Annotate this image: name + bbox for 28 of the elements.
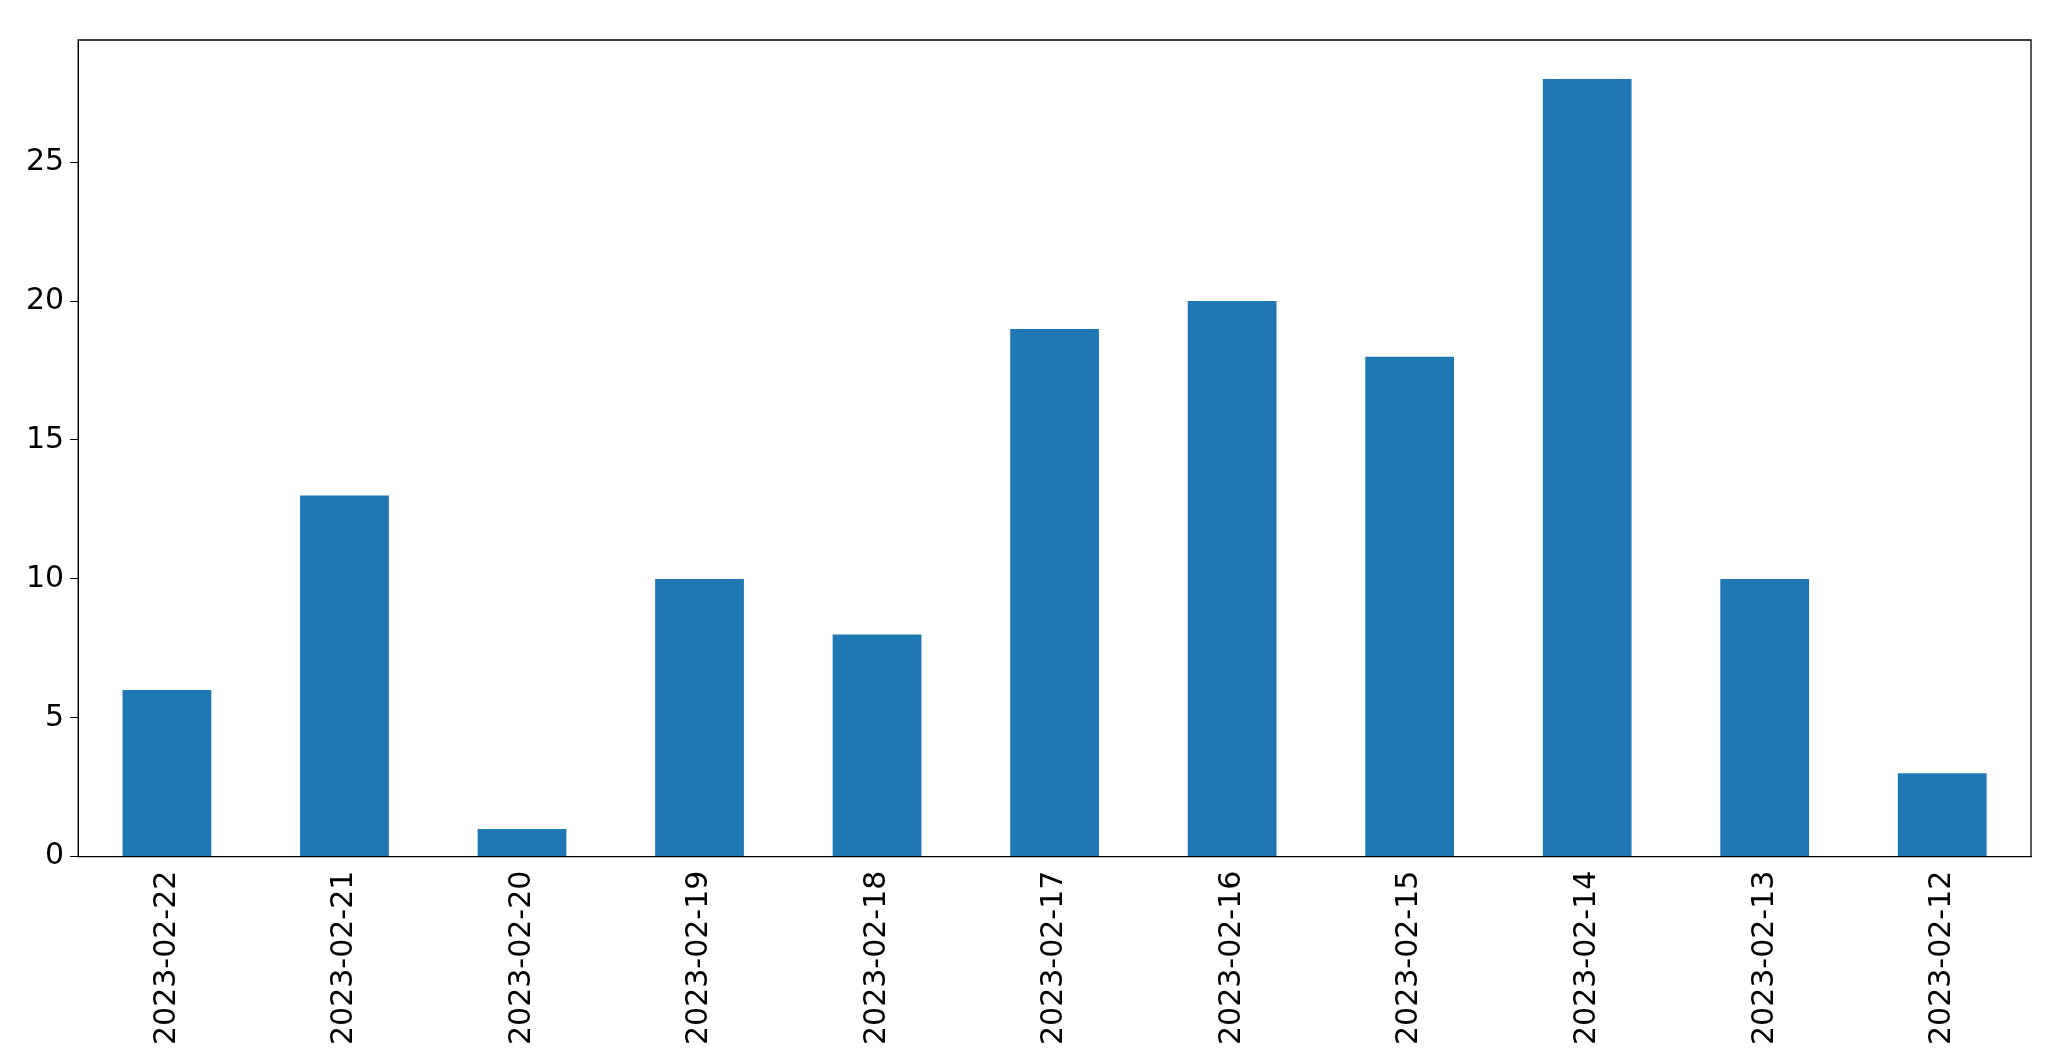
x-tick-label: 2023-02-15	[1389, 870, 1425, 1046]
bar	[1187, 301, 1277, 857]
bar	[832, 634, 922, 857]
x-tick-label: 2023-02-17	[1034, 870, 1070, 1046]
y-tick-label: 5	[45, 697, 65, 733]
bar	[1365, 356, 1455, 857]
y-tick-label: 20	[25, 280, 65, 316]
y-tick-label: 10	[25, 558, 65, 594]
x-tick-label: 2023-02-13	[1744, 870, 1780, 1046]
x-tick-label: 2023-02-19	[679, 870, 715, 1046]
x-tick-label: 2023-02-14	[1566, 870, 1602, 1046]
x-tick-label: 2023-02-12	[1922, 870, 1958, 1046]
x-tick-label: 2023-02-20	[501, 870, 537, 1046]
bar	[300, 495, 389, 857]
bar	[1542, 78, 1632, 857]
y-tick-label: 25	[25, 142, 65, 178]
x-tick-label: 2023-02-18	[856, 870, 892, 1046]
bar	[1010, 328, 1099, 857]
bar	[122, 689, 212, 857]
x-tick-label: 2023-02-22	[146, 870, 182, 1046]
y-tick-label: 0	[45, 836, 65, 872]
bar	[477, 828, 567, 857]
x-tick-label: 2023-02-21	[324, 870, 360, 1046]
bar	[655, 578, 744, 857]
bar	[1897, 773, 1987, 857]
y-tick-label: 15	[25, 419, 65, 455]
bar	[1720, 578, 1810, 857]
x-tick-label: 2023-02-16	[1211, 870, 1247, 1046]
